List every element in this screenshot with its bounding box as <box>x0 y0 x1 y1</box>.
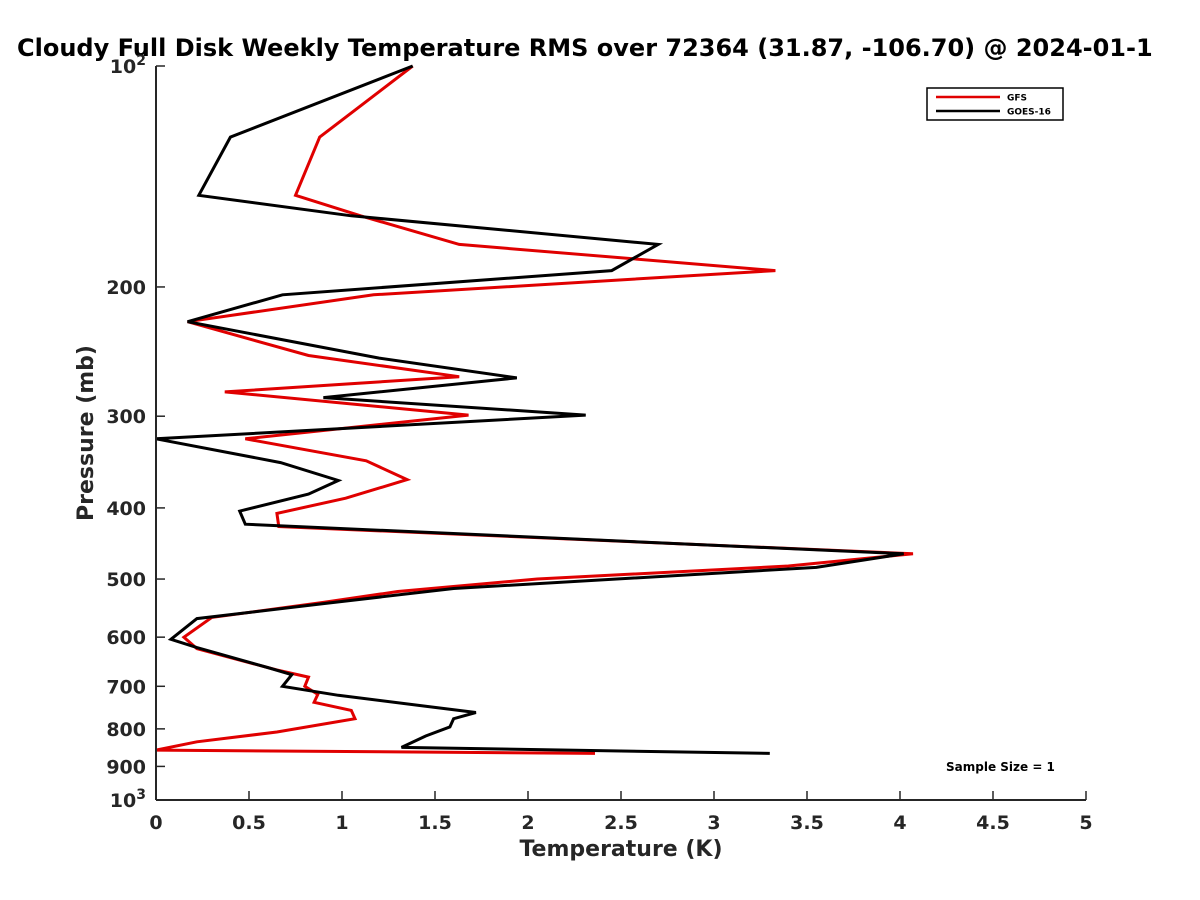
y-tick-label: 700 <box>106 676 146 698</box>
x-tick-label: 3 <box>707 812 720 834</box>
sample-size-annotation: Sample Size = 1 <box>946 760 1055 774</box>
legend-entry-1: GOES-16 <box>1007 108 1051 118</box>
series-line-1 <box>155 64 904 755</box>
x-tick-label: 1.5 <box>418 812 452 834</box>
y-ticks: 102 200 300 400 500 600 700 800 900 103 <box>106 53 165 812</box>
y-axis-label: Pressure (mb) <box>74 345 99 521</box>
y-tick-label: 600 <box>106 627 146 649</box>
y-tick-label: 102 <box>110 53 146 78</box>
legend-box <box>926 87 1064 121</box>
x-tick-label: 2 <box>521 812 534 834</box>
x-tick-label: 5 <box>1079 812 1092 834</box>
chart-title: Cloudy Full Disk Weekly Temperature RMS … <box>17 34 1153 62</box>
y-tick-label: 900 <box>106 756 146 778</box>
x-tick-label: 4.5 <box>976 812 1010 834</box>
y-tick-label: 103 <box>110 787 146 812</box>
y-tick-label: 300 <box>106 406 146 428</box>
y-tick-label: 200 <box>106 277 146 299</box>
legend: GFS GOES-16 <box>926 87 1064 121</box>
x-tick-label: 2.5 <box>604 812 638 834</box>
legend-entry-0: GFS <box>1007 94 1027 104</box>
y-tick-label: 500 <box>106 569 146 591</box>
x-tick-label: 1 <box>335 812 348 834</box>
x-axis-label: Temperature (K) <box>519 837 722 862</box>
x-tick-label: 3.5 <box>790 812 824 834</box>
x-tick-label: 0 <box>149 812 162 834</box>
y-tick-label: 400 <box>106 498 146 520</box>
x-tick-label: 0.5 <box>232 812 266 834</box>
series-line-0 <box>155 64 914 755</box>
series-layer <box>155 64 914 755</box>
x-ticks: 0 0.5 1 1.5 2 2.5 3 3.5 4 4.5 5 <box>149 791 1093 834</box>
y-tick-label: 800 <box>106 719 146 741</box>
x-tick-label: 4 <box>893 812 906 834</box>
